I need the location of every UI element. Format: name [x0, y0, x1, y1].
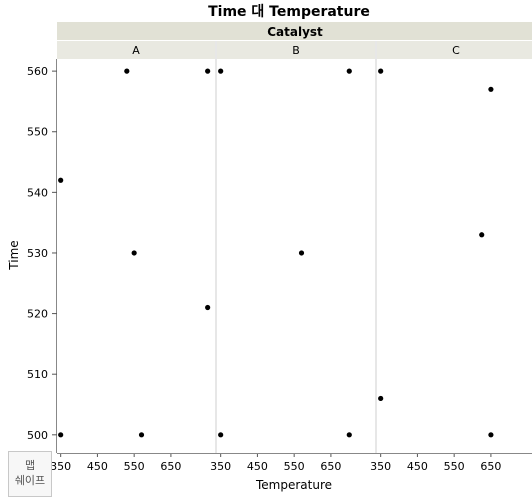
chart-title: Time 대 Temperature [208, 4, 370, 20]
data-point-b [346, 68, 352, 74]
x-tick-label: 550 [284, 460, 305, 473]
x-tick-label: 350 [210, 460, 231, 473]
x-tick-label: 650 [160, 460, 181, 473]
data-point-b [298, 250, 305, 256]
panel-header-bg-c [377, 41, 532, 59]
data-point-c [378, 68, 384, 74]
x-axis-label: Temperature [255, 478, 332, 492]
y-tick-label: 520 [27, 308, 48, 321]
x-tick-label: 350 [370, 460, 391, 473]
y-axis-label: Time [7, 240, 21, 270]
data-point-a [138, 432, 145, 438]
data-point-a [58, 177, 64, 183]
data-point-c [488, 432, 494, 438]
panel-header-a: A [132, 44, 140, 57]
data-point-c [479, 232, 485, 238]
x-tick-label: 550 [124, 460, 145, 473]
panel-header-b: B [292, 44, 300, 57]
x-tick-label: 650 [320, 460, 341, 473]
x-tick-label: 650 [480, 460, 501, 473]
x-tick-label: 450 [247, 460, 268, 473]
x-tick-label: 350 [50, 460, 71, 473]
x-tick-label: 450 [87, 460, 108, 473]
data-point-c [378, 395, 384, 402]
panel-header-bg-a [57, 41, 215, 59]
panel-plot-area-a [57, 59, 215, 453]
map-shape-label-2: 쉐이프 [14, 474, 46, 487]
panel-plot-area-b [217, 59, 375, 453]
panel-plot-area-c [377, 59, 532, 453]
group-header-bg [57, 22, 532, 40]
data-point-a [131, 250, 137, 256]
data-point-a [58, 432, 64, 438]
y-tick-label: 540 [27, 186, 48, 199]
data-point-a [124, 68, 130, 74]
data-point-b [218, 68, 224, 74]
x-tick-label: 550 [444, 460, 465, 473]
data-point-b [218, 432, 224, 438]
map-shape-button[interactable]: 맵 쉐이프 [8, 451, 52, 497]
map-shape-label-1: 맵 [24, 459, 36, 472]
data-point-b [346, 432, 352, 438]
y-tick-label: 530 [27, 247, 48, 260]
y-tick-label: 550 [27, 126, 48, 139]
panel-header-c: C [452, 44, 460, 57]
x-tick-label: 450 [407, 460, 428, 473]
y-tick-label: 560 [27, 65, 48, 78]
data-point-a [205, 304, 211, 311]
panel-header-bg-b [217, 41, 375, 59]
group-header-label: Catalyst [267, 25, 323, 39]
data-point-c [488, 86, 494, 92]
y-tick-label: 500 [27, 429, 48, 442]
y-tick-label: 510 [27, 368, 48, 381]
data-point-a [205, 68, 211, 74]
